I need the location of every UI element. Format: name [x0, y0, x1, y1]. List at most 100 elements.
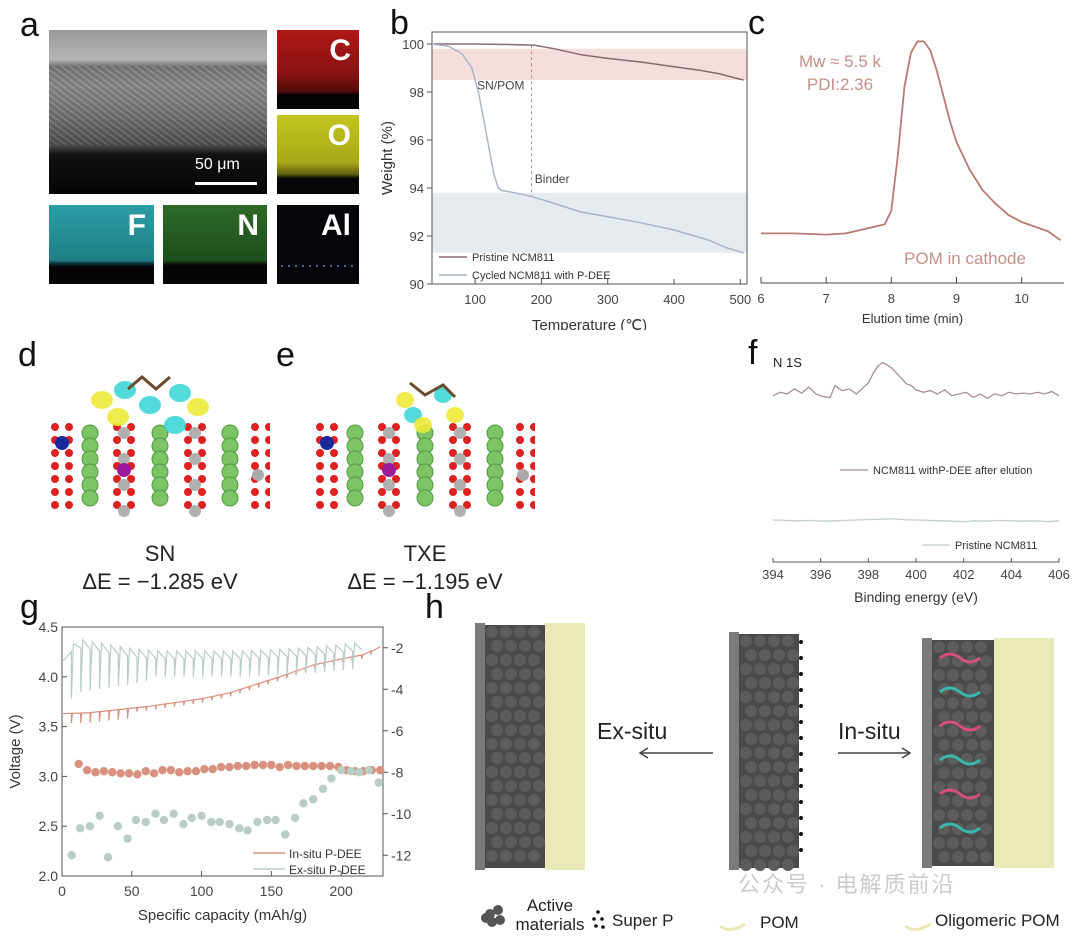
active-particle — [768, 719, 780, 731]
diffusion-point — [317, 761, 326, 771]
diffusion-point — [242, 761, 251, 771]
cobalt-atom — [55, 436, 69, 450]
active-particle — [782, 803, 794, 815]
gitt-chart: 0 50 100 150 200 2.0 2.5 3.0 3.5 4.0 4.5 -2 -4 -6 -8 -1… — [7, 619, 420, 924]
oxygen-atom — [316, 475, 324, 483]
ex-situ-label: Ex-situ — [597, 718, 668, 744]
active-particle — [952, 851, 964, 863]
active-particle — [938, 767, 950, 779]
charge-density-lobe — [187, 398, 209, 416]
x-tick-label: 300 — [597, 292, 619, 307]
diffusion-point — [169, 809, 178, 818]
active-particle — [966, 851, 978, 863]
active-particle — [519, 836, 531, 848]
active-particle — [933, 725, 945, 737]
scale-bar-label: 50 μm — [195, 156, 240, 173]
active-particle — [528, 766, 540, 778]
diffusion-point — [159, 815, 169, 825]
oxygen-atom — [463, 475, 471, 483]
sn-molecule-backbone — [127, 375, 171, 391]
oligomeric-pom-chain — [939, 652, 981, 664]
diffusion-point — [376, 765, 385, 775]
oxygen-atom — [184, 475, 192, 483]
super-p-particle — [799, 640, 803, 644]
active-particle — [533, 696, 545, 708]
oxygen-atom — [127, 501, 135, 509]
diffusion-point — [99, 767, 109, 776]
active-particle — [491, 836, 503, 848]
active-particle — [486, 710, 498, 722]
legend-active-materials-icon — [481, 913, 491, 923]
y-axis-label: Weight (%) — [379, 121, 396, 195]
oxygen-atom — [113, 475, 121, 483]
diffusion-point — [133, 770, 142, 779]
li-atom — [81, 489, 99, 507]
active-particle — [745, 845, 757, 857]
active-particle — [768, 831, 780, 843]
active-particle — [754, 775, 766, 787]
active-particle — [768, 775, 780, 787]
diffusion-point — [216, 762, 226, 772]
super-p-particle — [799, 672, 803, 676]
legend-label-1: Pristine NCM811 — [955, 540, 1037, 552]
oxygen-atom — [378, 449, 386, 457]
element-label-n: N — [237, 209, 259, 242]
txe-caption: TXE ΔE = −1.195 eV — [325, 540, 525, 595]
panel-label-g: g — [20, 588, 39, 626]
oxygen-atom — [113, 449, 121, 457]
active-particle — [514, 794, 526, 806]
oxygen-atom — [113, 436, 121, 444]
active-particle — [773, 649, 785, 661]
active-particle — [773, 705, 785, 717]
x-tick-label: 500 — [730, 292, 752, 307]
active-particle — [961, 809, 973, 821]
active-particle — [500, 626, 512, 638]
oxygen-atom — [392, 501, 400, 509]
x-tick-label: 150 — [260, 883, 284, 899]
cobalt-atom — [320, 436, 334, 450]
metal-atom — [454, 479, 466, 491]
charge-density-lobe — [91, 391, 113, 409]
oxygen-atom — [51, 449, 59, 457]
active-particle — [533, 808, 545, 820]
charge-density-lobe — [446, 407, 464, 423]
elution-curve — [761, 40, 1062, 242]
active-particle — [745, 705, 757, 717]
watermark: 公众号 · 电解质前沿 — [738, 872, 956, 897]
active-particle — [773, 845, 785, 857]
metal-atom — [383, 479, 395, 491]
element-label-f: F — [127, 209, 146, 242]
txe-binding-energy: ΔE = −1.195 eV — [347, 568, 503, 594]
diffusion-point — [179, 819, 188, 829]
active-particle — [952, 767, 964, 779]
legend-super-p-icon — [592, 917, 596, 921]
diffusion-point — [253, 817, 262, 827]
active-particle — [491, 640, 503, 652]
active-particle — [782, 663, 794, 675]
manganese-atom — [117, 463, 131, 477]
electrode-schematic — [475, 623, 1054, 931]
active-particle — [514, 850, 526, 862]
legend-label-0: Pristine NCM811 — [472, 252, 554, 264]
active-particle — [933, 781, 945, 793]
oxygen-atom — [316, 462, 324, 470]
active-particle — [491, 668, 503, 680]
surface-atom — [517, 469, 529, 481]
oxygen-atom — [127, 423, 135, 431]
active-particle — [938, 739, 950, 751]
txe-molecule-backbone — [409, 381, 457, 399]
active-particle — [787, 733, 799, 745]
oxygen-atom — [392, 475, 400, 483]
oxygen-atom — [251, 501, 259, 509]
active-particle — [759, 705, 771, 717]
oxygen-atom — [516, 436, 524, 444]
super-p-particle — [799, 688, 803, 692]
oxygen-atom — [251, 449, 259, 457]
diffusion-point — [208, 764, 217, 774]
oxygen-atom — [463, 423, 471, 431]
metal-atom — [383, 505, 395, 517]
legend-active-materials: Active materials — [500, 896, 600, 934]
diffusion-point — [151, 809, 160, 818]
active-particle — [782, 859, 794, 871]
panel-label-c: c — [748, 4, 765, 42]
